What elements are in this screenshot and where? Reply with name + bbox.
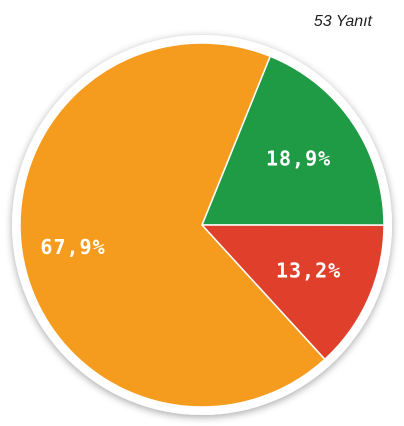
subtitle: 53 Yanıt [314, 13, 373, 30]
slice-label: 18,9% [266, 146, 331, 170]
pie-slice [200, 55, 385, 226]
slice-label: 13,2% [276, 259, 341, 283]
slice-label: 67,9% [40, 235, 105, 259]
pie-slice [200, 224, 385, 361]
pie-slice [19, 42, 326, 408]
